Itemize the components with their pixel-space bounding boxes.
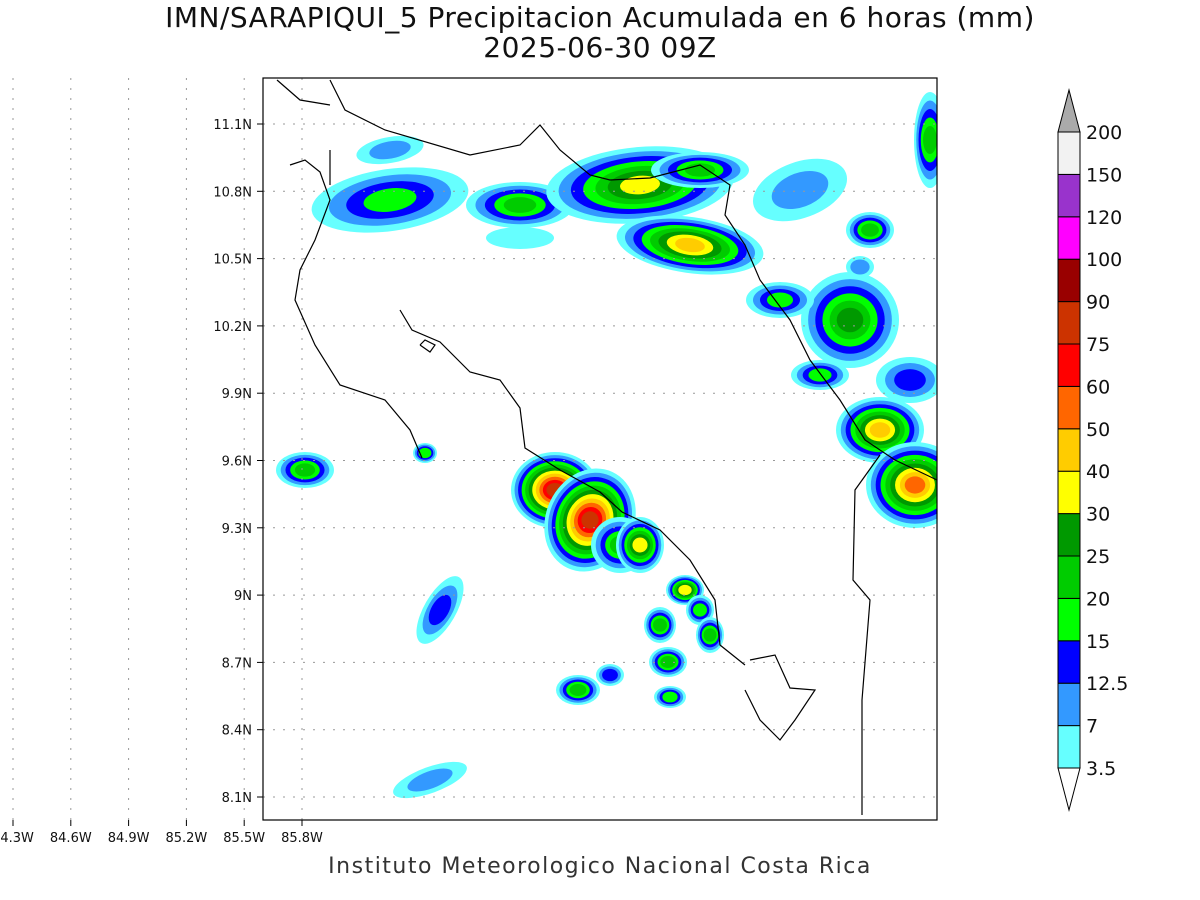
lat-tick-label: 10.2N [213,320,252,335]
map-title: IMN/SARAPIQUI_5 Precipitacion Acumulada … [165,1,1035,34]
colorbar-label: 3.5 [1086,758,1116,780]
precip-contour [850,259,870,275]
precip-contour [407,768,453,792]
precip-contour [418,447,432,459]
precip-contour [678,584,692,596]
lat-tick-label: 10.8N [213,185,252,200]
precip-contour [692,603,708,617]
precip-contour [703,628,717,642]
precip-contour [602,668,618,682]
colorbar-label: 25 [1086,546,1110,568]
colorbar-label: 90 [1086,292,1110,314]
lat-tick-label: 9.9N [222,387,252,402]
colorbar-swatch [1057,725,1081,769]
colorbar-swatch [1057,640,1081,684]
precip-contour [620,175,660,195]
colorbar-swatch [1057,258,1081,303]
colorbar-swatch [1057,301,1081,345]
precip-contour [632,537,648,553]
colorbar-under-triangle [1057,767,1081,812]
grid-lines [12,78,937,820]
axis-ticks: 85.8W85.5W85.2W84.9W84.6W84.3W84W83.7W83… [0,118,323,846]
colorbar-swatch [1057,131,1081,175]
precip-contour [662,691,678,703]
lon-tick-label: 84.6W [50,831,92,846]
colorbar-over-triangle [1057,88,1081,133]
colorbar-label: 75 [1086,334,1110,356]
colorbar-label: 12.5 [1086,673,1128,695]
lat-tick-label: 11.1N [213,118,252,133]
precip-contour [369,140,411,160]
colorbar: 3.5 7 12.5 15 20 25 30 40 50 60 75 90 100 120 150 200 [1057,88,1128,812]
lon-tick-label: 84.9W [108,831,150,846]
map-frame [262,77,938,821]
lat-tick-label: 9.3N [222,522,252,537]
precip-contour [869,422,891,438]
lon-tick-label: 85.5W [223,831,265,846]
lat-tick-label: 10.5N [213,253,252,268]
precip-contour [363,188,417,212]
precip-contour [486,227,554,249]
colorbar-swatch [1057,428,1081,472]
precip-contour [569,684,587,696]
colorbar-label: 120 [1086,207,1122,229]
colorbar-label: 20 [1086,588,1110,610]
colorbar-label: 200 [1086,122,1122,144]
precip-contour [675,237,705,253]
precip-contour [894,369,926,391]
precip-contour [861,223,879,237]
coastline-segment [289,159,423,459]
precip-contour [428,594,452,626]
lat-tick-label: 8.1N [222,791,252,806]
precip-contour [503,197,537,213]
precip-contour [653,618,667,632]
precip-contour [766,292,794,308]
colorbar-label: 15 [1086,631,1110,653]
map-subtitle: 2025-06-30 09Z [483,31,717,64]
colorbar-swatch [1057,513,1081,557]
precip-contour [294,463,316,477]
credit-text: Instituto Meteorologico Nacional Costa R… [328,854,872,879]
colorbar-swatch [1057,173,1081,218]
lon-tick-label: 85.8W [281,831,323,846]
colorbar-swatch [1057,216,1081,260]
precip-contour [808,368,832,382]
colorbar-label: 30 [1086,504,1110,526]
colorbar-swatch [1057,682,1081,727]
precip-contour [904,476,926,494]
lat-tick-label: 8.7N [222,656,252,671]
lat-tick-label: 9N [234,589,252,604]
colorbar-label: 7 [1086,716,1098,738]
coastline-segment [399,309,746,666]
precip-contour [923,125,937,155]
coastline-segment [714,174,937,481]
precip-contour [660,656,676,668]
coastline-segment [329,79,716,181]
colorbar-label: 50 [1086,419,1110,441]
lat-tick-label: 9.6N [222,455,252,470]
colorbar-swatch [1057,385,1081,430]
coastlines [276,79,937,815]
colorbar-label: 40 [1086,461,1110,483]
precip-contour [581,511,599,529]
lon-tick-label: 85.2W [165,831,207,846]
colorbar-swatch [1057,470,1081,515]
lat-tick-label: 8.4N [222,724,252,739]
coastline-segment [276,79,331,106]
colorbar-label: 60 [1086,376,1110,398]
coastline-segment [852,454,881,815]
colorbar-swatch [1057,555,1081,599]
precip-contour [836,307,864,333]
lon-tick-label: 84.3W [0,831,34,846]
precip-contour [771,171,829,209]
precipitation-field [276,92,937,799]
colorbar-label: 100 [1086,249,1122,271]
colorbar-swatch [1057,343,1081,387]
colorbar-label: 150 [1086,164,1122,186]
coastline-segment [419,339,436,353]
coastline-segment [744,654,817,741]
colorbar-swatch [1057,597,1081,642]
